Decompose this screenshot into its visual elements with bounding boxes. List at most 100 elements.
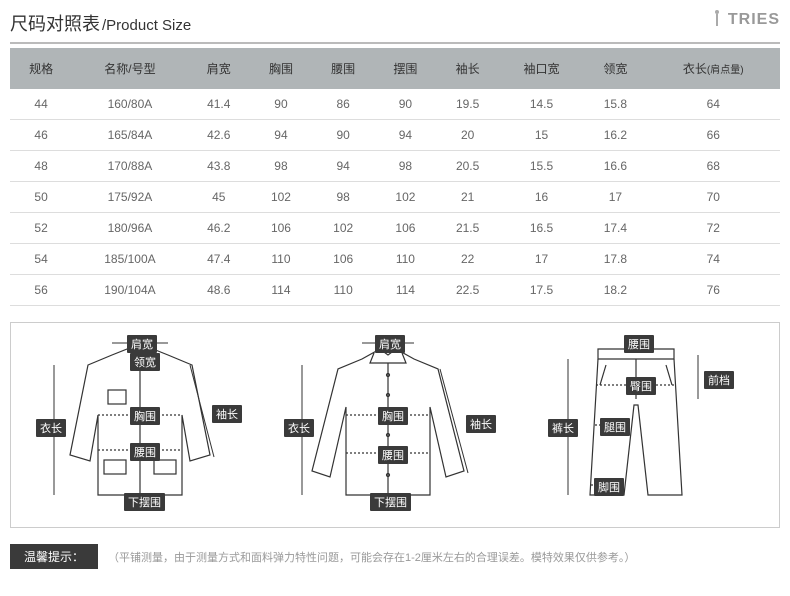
col-3: 胸围 <box>250 48 312 89</box>
cell: 185/100A <box>72 244 187 275</box>
lbl-jacket-hem: 下摆围 <box>124 493 165 511</box>
cell: 56 <box>10 275 72 306</box>
cell: 17 <box>584 182 646 213</box>
cell: 41.4 <box>188 89 250 120</box>
cell: 14.5 <box>499 89 585 120</box>
cell: 102 <box>374 182 436 213</box>
diagram-box: 肩宽 领宽 胸围 腰围 下摆围 衣长 袖长 肩宽 <box>10 322 780 528</box>
col-2: 肩宽 <box>188 48 250 89</box>
cell: 106 <box>312 244 374 275</box>
cell: 90 <box>374 89 436 120</box>
cell: 16.2 <box>584 120 646 151</box>
tip-text: （平铺测量，由于测量方式和面料弹力特性问题，可能会存在1-2厘米左右的合理误差。… <box>108 549 635 565</box>
cell: 66 <box>646 120 780 151</box>
table-row: 52180/96A46.210610210621.516.517.472 <box>10 213 780 244</box>
cell: 72 <box>646 213 780 244</box>
cell: 15.5 <box>499 151 585 182</box>
lbl-pants-leg: 脚围 <box>594 478 624 496</box>
cell: 22 <box>437 244 499 275</box>
lbl-shirt-length: 衣长 <box>284 419 314 437</box>
col-4: 腰围 <box>312 48 374 89</box>
lbl-shirt-hem: 下摆围 <box>370 493 411 511</box>
brand-icon <box>710 10 724 30</box>
cell: 18.2 <box>584 275 646 306</box>
footer: 温馨提示： （平铺测量，由于测量方式和面料弹力特性问题，可能会存在1-2厘米左右… <box>10 544 780 569</box>
lbl-jacket-chest: 胸围 <box>130 407 160 425</box>
lbl-pants-length: 裤长 <box>548 419 578 437</box>
table-row: 46165/84A42.6949094201516.266 <box>10 120 780 151</box>
table-row: 48170/88A43.898949820.515.516.668 <box>10 151 780 182</box>
lbl-jacket-sleeve: 袖长 <box>212 405 242 423</box>
size-table: 规格名称/号型肩宽胸围腰围摆围袖长袖口宽领宽衣长(肩点量) 44160/80A4… <box>10 48 780 306</box>
cell: 52 <box>10 213 72 244</box>
header: 尺码对照表 /Product Size TRIES <box>10 10 780 44</box>
lbl-pants-rise: 前档 <box>704 371 734 389</box>
cell: 46.2 <box>188 213 250 244</box>
col-9: 衣长(肩点量) <box>646 48 780 89</box>
cell: 94 <box>312 151 374 182</box>
title-en: /Product Size <box>102 17 191 34</box>
table-row: 54185/100A47.4110106110221717.874 <box>10 244 780 275</box>
cell: 17.4 <box>584 213 646 244</box>
cell: 43.8 <box>188 151 250 182</box>
cell: 54 <box>10 244 72 275</box>
cell: 48.6 <box>188 275 250 306</box>
cell: 76 <box>646 275 780 306</box>
cell: 20 <box>437 120 499 151</box>
cell: 70 <box>646 182 780 213</box>
cell: 165/84A <box>72 120 187 151</box>
col-0: 规格 <box>10 48 72 89</box>
cell: 98 <box>374 151 436 182</box>
cell: 42.6 <box>188 120 250 151</box>
cell: 90 <box>312 120 374 151</box>
cell: 110 <box>374 244 436 275</box>
tip-badge: 温馨提示： <box>10 544 98 569</box>
cell: 44 <box>10 89 72 120</box>
lbl-pants-waist: 腰围 <box>624 335 654 353</box>
cell: 68 <box>646 151 780 182</box>
cell: 48 <box>10 151 72 182</box>
cell: 190/104A <box>72 275 187 306</box>
cell: 74 <box>646 244 780 275</box>
lbl-jacket-waist: 腰围 <box>130 443 160 461</box>
cell: 20.5 <box>437 151 499 182</box>
cell: 17.8 <box>584 244 646 275</box>
cell: 15 <box>499 120 585 151</box>
lbl-jacket-collar: 领宽 <box>130 353 160 371</box>
col-8: 领宽 <box>584 48 646 89</box>
brand-text: TRIES <box>728 11 780 29</box>
cell: 64 <box>646 89 780 120</box>
lbl-pants-hip: 臀围 <box>626 377 656 395</box>
cell: 160/80A <box>72 89 187 120</box>
lbl-shirt-chest: 胸围 <box>378 407 408 425</box>
cell: 17 <box>499 244 585 275</box>
lbl-shirt-shoulder: 肩宽 <box>375 335 405 353</box>
table-row: 50175/92A451029810221161770 <box>10 182 780 213</box>
cell: 16 <box>499 182 585 213</box>
lbl-shirt-sleeve: 袖长 <box>466 415 496 433</box>
cell: 47.4 <box>188 244 250 275</box>
cell: 98 <box>312 182 374 213</box>
cell: 94 <box>374 120 436 151</box>
lbl-pants-thigh: 腿围 <box>600 418 630 436</box>
title-cn: 尺码对照表 <box>10 10 100 36</box>
cell: 180/96A <box>72 213 187 244</box>
diagram-jacket: 肩宽 领宽 胸围 腰围 下摆围 衣长 袖长 <box>32 335 262 515</box>
table-row: 44160/80A41.490869019.514.515.864 <box>10 89 780 120</box>
col-1: 名称/号型 <box>72 48 187 89</box>
col-7: 袖口宽 <box>499 48 585 89</box>
cell: 110 <box>250 244 312 275</box>
cell: 106 <box>374 213 436 244</box>
cell: 16.5 <box>499 213 585 244</box>
cell: 102 <box>312 213 374 244</box>
diagram-shirt: 肩宽 胸围 腰围 下摆围 衣长 袖长 <box>280 335 510 515</box>
cell: 98 <box>250 151 312 182</box>
cell: 46 <box>10 120 72 151</box>
cell: 21 <box>437 182 499 213</box>
cell: 17.5 <box>499 275 585 306</box>
cell: 110 <box>312 275 374 306</box>
brand-logo: TRIES <box>710 10 780 30</box>
lbl-shirt-waist: 腰围 <box>378 446 408 464</box>
cell: 170/88A <box>72 151 187 182</box>
table-row: 56190/104A48.611411011422.517.518.276 <box>10 275 780 306</box>
